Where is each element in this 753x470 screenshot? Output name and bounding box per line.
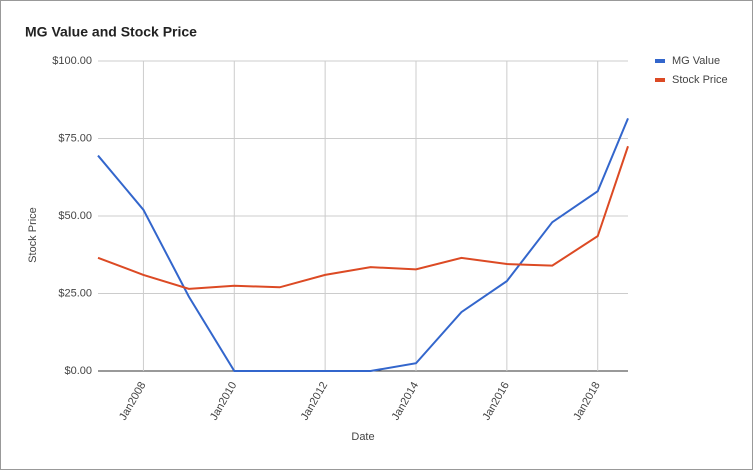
line-series bbox=[97, 117, 629, 372]
y-tick-label: $50.00 bbox=[58, 210, 92, 222]
y-tick-label: $100.00 bbox=[52, 55, 92, 67]
legend-label: Stock Price bbox=[672, 74, 728, 86]
chart-title: MG Value and Stock Price bbox=[25, 24, 197, 40]
legend-swatch bbox=[655, 59, 665, 63]
y-tick-label: $25.00 bbox=[58, 287, 92, 299]
x-axis-title: Date bbox=[351, 431, 374, 443]
line-series bbox=[97, 145, 629, 290]
y-tick-label: $0.00 bbox=[64, 365, 92, 377]
legend-label: MG Value bbox=[672, 55, 720, 67]
legend-swatch bbox=[655, 78, 665, 82]
y-axis-title: Stock Price bbox=[27, 207, 39, 263]
y-tick-label: $75.00 bbox=[58, 132, 92, 144]
